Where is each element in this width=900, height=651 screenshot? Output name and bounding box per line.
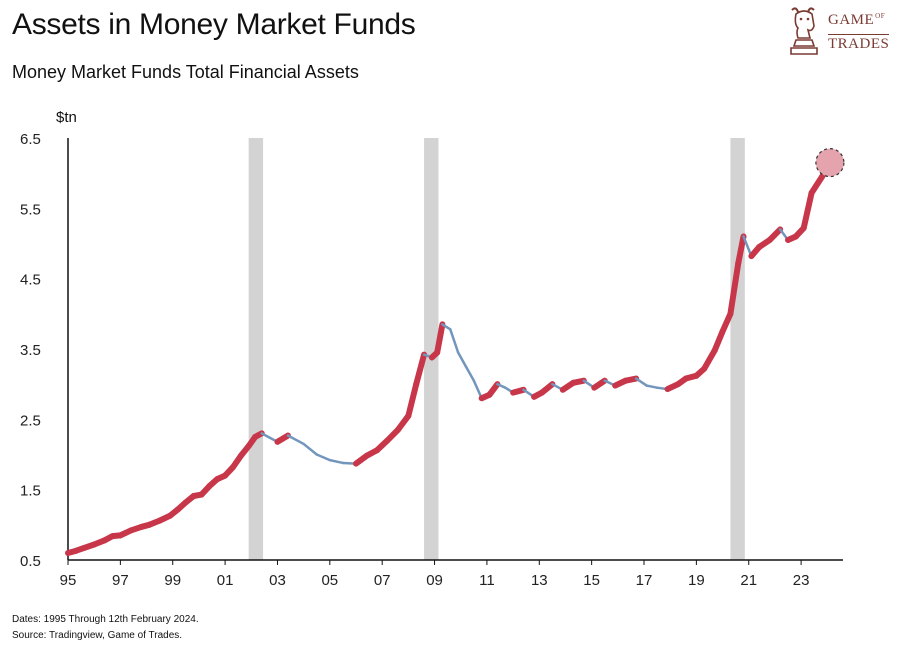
rising-segment xyxy=(274,432,291,445)
recession-band xyxy=(248,138,264,560)
x-tick-label: 11 xyxy=(479,572,495,589)
rising-segment xyxy=(727,260,742,317)
x-tick-label: 05 xyxy=(321,572,338,589)
rising-segment xyxy=(538,381,556,396)
page-subtitle: Money Market Funds Total Financial Asset… xyxy=(12,62,359,82)
rising-segment xyxy=(800,189,815,232)
x-tick-label: 17 xyxy=(636,572,653,589)
y-tick-label: 4.5 xyxy=(20,272,41,289)
rising-segment xyxy=(413,351,428,388)
x-tick-label: 21 xyxy=(740,572,757,589)
x-tick-label: 99 xyxy=(164,572,181,589)
recession-band xyxy=(730,138,745,560)
chart-axes: 0.5 1.5 2.5 3.5 4.5 5.5 6.5 $tn 95 97 99 01 03 05 07 09… xyxy=(20,109,843,589)
logo-text-line2: TRADES xyxy=(828,34,890,52)
rising-segment xyxy=(622,375,640,384)
rising-segment xyxy=(510,386,527,396)
page-title: Assets in Money Market Funds xyxy=(12,8,416,41)
rising-segment xyxy=(719,310,734,335)
falling-segment xyxy=(496,382,507,389)
y-tick-label: 3.5 xyxy=(20,342,41,359)
x-tick-label: 07 xyxy=(374,572,391,589)
falling-segment xyxy=(449,328,460,354)
latest-value-marker xyxy=(815,148,845,178)
rising-segment xyxy=(735,233,747,267)
falling-segment xyxy=(286,434,305,446)
x-tick-label: 09 xyxy=(426,572,443,589)
x-tick-label: 97 xyxy=(112,572,129,589)
rising-segment xyxy=(405,381,420,419)
recession-band xyxy=(424,138,439,560)
falling-segment xyxy=(464,365,476,382)
chart-markers xyxy=(815,148,845,178)
bull-chess-knight-icon xyxy=(790,7,818,55)
falling-segment xyxy=(645,384,659,389)
rising-segment xyxy=(711,328,726,354)
falling-segment xyxy=(634,377,648,387)
rising-segment xyxy=(486,381,501,398)
rising-segment xyxy=(701,347,718,372)
falling-segment xyxy=(742,235,753,258)
y-tick-label: 5.5 xyxy=(20,201,41,218)
x-tick-label: 95 xyxy=(60,572,77,589)
x-tick-label: 15 xyxy=(583,572,600,589)
rising-segment xyxy=(808,173,826,196)
x-tick-label: 01 xyxy=(217,572,234,589)
logo-text-line1: GAMEOF xyxy=(828,12,886,28)
falling-segment xyxy=(472,379,483,400)
falling-segment xyxy=(456,351,468,368)
y-tick-label: 0.5 xyxy=(20,553,41,570)
x-tick-label: 13 xyxy=(531,572,548,589)
recession-bands xyxy=(248,138,745,560)
x-tick-label: 03 xyxy=(269,572,286,589)
footnote-source: Source: Tradingview, Game of Trades. xyxy=(12,630,183,641)
falling-segment xyxy=(315,453,332,462)
falling-segment xyxy=(302,442,318,456)
x-tick-label: 23 xyxy=(793,572,810,589)
y-tick-label: 1.5 xyxy=(20,483,41,500)
game-of-trades-logo: GAMEOF TRADES xyxy=(784,4,896,64)
falling-segment xyxy=(441,323,452,331)
y-tick-label: 2.5 xyxy=(20,412,41,429)
rising-segment xyxy=(570,377,587,386)
y-tick-label: 6.5 xyxy=(20,131,41,148)
rising-segment xyxy=(434,321,446,356)
rising-segment xyxy=(591,377,608,391)
rising-segment xyxy=(766,226,784,243)
assets-series xyxy=(65,159,833,556)
footnote-dates: Dates: 1995 Through 12th February 2024. xyxy=(12,614,199,625)
falling-segment xyxy=(328,458,345,465)
x-tick-label: 19 xyxy=(688,572,705,589)
y-axis-unit-label: $tn xyxy=(56,109,77,126)
